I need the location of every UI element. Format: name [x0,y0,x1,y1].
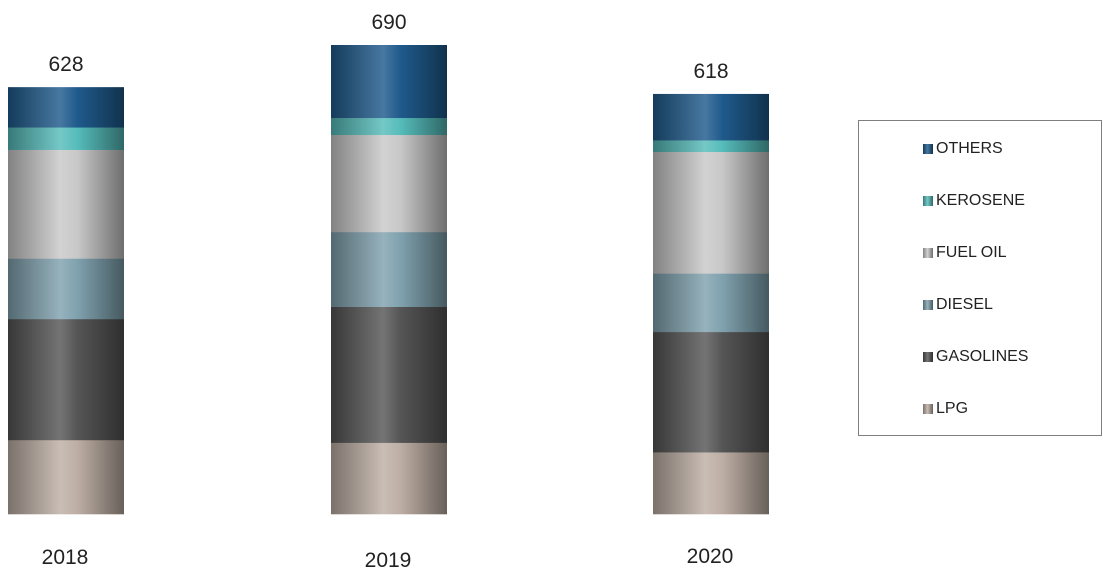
bar-segment-kerosene-2020 [653,140,769,153]
category-label-2018: 2018 [42,546,89,569]
legend-swatch [923,300,933,310]
legend-item-others: OTHERS [923,139,1003,159]
bar-segment-lpg-2019 [331,442,447,515]
bar-segment-gasolines-2019 [331,306,447,443]
category-label-2019: 2019 [365,549,412,572]
bar-segment-kerosene-2018 [8,127,124,150]
legend-label: DIESEL [936,296,993,313]
legend-item-diesel: DIESEL [923,295,993,315]
bar-segment-diesel-2018 [8,258,124,320]
total-label-2018: 628 [48,53,83,76]
bar-segment-fuel-oil-2020 [653,151,769,274]
legend-label: KEROSENE [936,192,1025,209]
legend-item-lpg: LPG [923,399,968,419]
chart-legend: OTHERS KEROSENE FUEL OIL DIESEL GASOLINES LPG [858,120,1102,436]
legend-swatch [923,144,933,154]
bar-segment-others-2019 [331,45,447,119]
bar-segment-fuel-oil-2018 [8,149,124,259]
bar-segment-kerosene-2019 [331,117,447,136]
category-label-2020: 2020 [687,545,734,568]
bar-segment-others-2020 [653,93,769,141]
bar-segment-gasolines-2020 [653,331,769,453]
labels-layer: 628 2018 690 2019 618 2020 [42,11,734,572]
legend-item-fuel-oil: FUEL OIL [923,243,1007,263]
bar-segment-diesel-2019 [331,231,447,307]
legend-swatch [923,248,933,258]
legend-label: OTHERS [936,140,1003,157]
bar-segment-fuel-oil-2019 [331,134,447,233]
bar-segment-diesel-2020 [653,273,769,333]
legend-swatch [923,352,933,362]
bar-segment-lpg-2020 [653,452,769,515]
bar-segment-others-2018 [8,87,124,128]
legend-item-kerosene: KEROSENE [923,191,1025,211]
legend-item-gasolines: GASOLINES [923,347,1028,367]
bars-layer [8,45,769,515]
legend-label: GASOLINES [936,348,1029,365]
legend-swatch [923,404,933,414]
total-label-2019: 690 [371,11,406,34]
total-label-2020: 618 [693,60,728,83]
bar-segment-gasolines-2018 [8,318,124,441]
bar-segment-lpg-2018 [8,439,124,515]
legend-label: FUEL OIL [936,244,1007,261]
legend-swatch [923,196,933,206]
legend-label: LPG [936,400,969,417]
